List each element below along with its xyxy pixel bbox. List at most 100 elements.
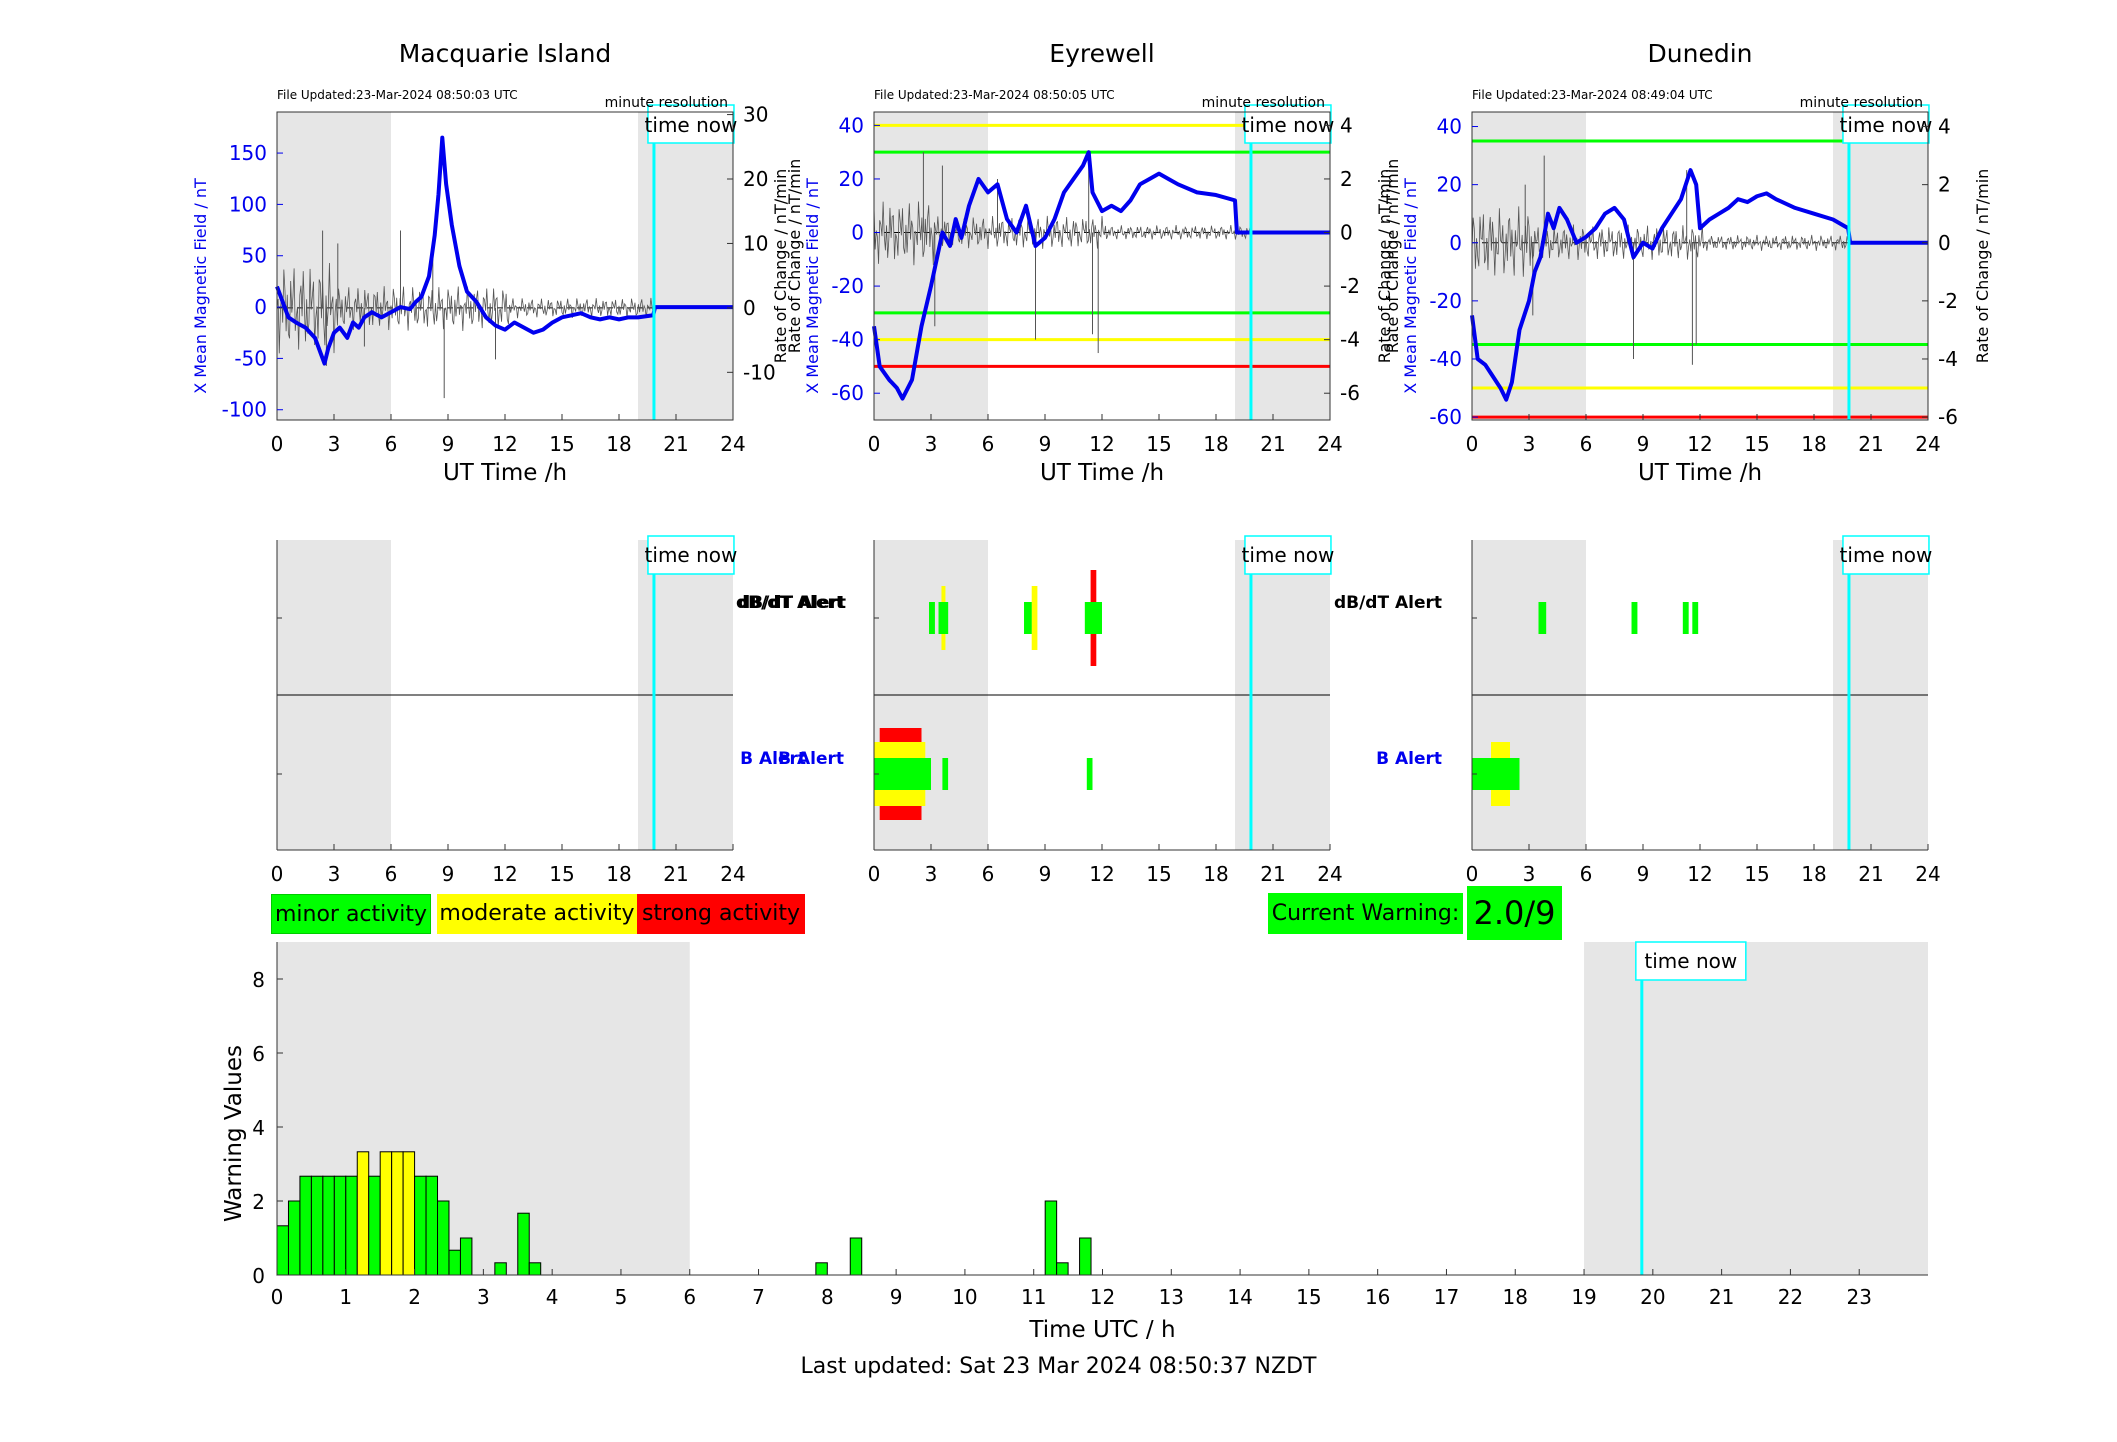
y-tick-label-right: 0 (743, 296, 756, 320)
magnetic-field-trace (275, 135, 733, 366)
y-tick-label-left: -20 (1429, 289, 1462, 313)
y-tick-label-left: -60 (1429, 405, 1462, 429)
y-tick-label-left: -50 (234, 346, 267, 370)
b-alert-label: B Alert (778, 749, 844, 769)
y-tick-label-right: -6 (1340, 381, 1360, 405)
y-tick-label-right: 0 (1340, 221, 1353, 245)
time-now-label: time now (645, 543, 738, 567)
rate-of-change-trace (276, 263, 654, 354)
x-tick-label: 6 (1580, 432, 1593, 456)
last-updated: Last updated: Sat 23 Mar 2024 08:50:37 N… (800, 1354, 1317, 1379)
x-tick-label: 15 (1146, 862, 1171, 886)
warning-bar (815, 1262, 828, 1276)
x-tick-label: 0 (868, 862, 881, 886)
x-tick-label: 18 (606, 432, 631, 456)
x-tick-label: 18 (1801, 432, 1826, 456)
y-tick-label: 8 (252, 968, 265, 992)
y-tick-label-left: 0 (1449, 231, 1462, 255)
x-tick-label: 21 (1260, 432, 1285, 456)
resolution-label: minute resolution (605, 95, 728, 111)
x-tick-label: 3 (1523, 432, 1536, 456)
night-shade (1584, 942, 1928, 1275)
x-tick-label: 8 (821, 1285, 834, 1309)
y-tick-label-left: 50 (242, 244, 267, 268)
x-tick-label: 14 (1227, 1285, 1252, 1309)
y-tick-label-left: 100 (229, 192, 267, 216)
dbdt-alert-label: dB/dT Alert (1334, 593, 1442, 613)
x-tick-label: 20 (1640, 1285, 1665, 1309)
b-alert-mark (1472, 758, 1520, 790)
y-tick-label: 6 (252, 1042, 265, 1066)
x-tick-label: 3 (925, 862, 938, 886)
time-now-box (1244, 535, 1332, 575)
warning-bar (287, 1200, 301, 1276)
y-tick-label-right: 30 (743, 103, 768, 127)
warning-bar (414, 1175, 427, 1276)
x-tick-label: 15 (1296, 1285, 1321, 1309)
y-tick-label-left: -40 (831, 328, 864, 352)
warning-bar (299, 1175, 312, 1276)
legend-moderate-activity: moderate activity (437, 894, 637, 934)
x-tick-label: 5 (615, 1285, 628, 1309)
x-tick-label: 13 (1159, 1285, 1184, 1309)
warning-bar (310, 1175, 324, 1276)
night-shade (1472, 112, 1586, 420)
x-tick-label: 15 (1744, 432, 1769, 456)
x-tick-label: 7 (752, 1285, 765, 1309)
b-alert-mark (1086, 758, 1093, 790)
warning-bar (437, 1200, 450, 1276)
x-tick-label: 15 (549, 862, 574, 886)
x-tick-label: 3 (925, 432, 938, 456)
x-tick-label: 12 (1090, 1285, 1115, 1309)
y-tick-label-left: -100 (222, 398, 267, 422)
night-shade (1235, 112, 1330, 420)
warning-bar (322, 1175, 335, 1276)
magnetic-field-trace (872, 150, 1330, 401)
y-axis-label: Warning Values (221, 1045, 247, 1222)
b-alert-mark (874, 758, 931, 790)
warning-bar (425, 1175, 439, 1276)
x-tick-label: 12 (492, 862, 517, 886)
x-tick-label: 11 (1021, 1285, 1046, 1309)
time-now-box (647, 104, 735, 144)
warning-bar (333, 1175, 347, 1276)
x-tick-label: 24 (720, 432, 745, 456)
x-tick-label: 0 (1466, 432, 1479, 456)
y-axis-right-label: Rate of Change / nT/min (771, 169, 790, 364)
y-tick-label: 0 (252, 1264, 265, 1288)
x-axis-label: UT Time /h (1040, 460, 1164, 486)
y-tick-label-right: -10 (743, 360, 776, 384)
file-updated: File Updated:23-Mar-2024 08:50:03 UTC (277, 88, 518, 102)
x-tick-label: 21 (663, 432, 688, 456)
x-tick-label: 24 (720, 862, 745, 886)
x-tick-label: 10 (952, 1285, 977, 1309)
y-tick-label-left: 0 (254, 295, 267, 319)
night-shade (874, 112, 988, 420)
x-tick-label: 9 (1039, 862, 1052, 886)
dbdt-alert-mark (1024, 602, 1032, 634)
dbdt-alert-label: dB/dT Alert (738, 593, 846, 613)
x-tick-label: 18 (1801, 862, 1826, 886)
y-tick-label-left: -60 (831, 381, 864, 405)
x-tick-label: 6 (982, 862, 995, 886)
y-tick-label-left: 40 (1437, 115, 1462, 139)
x-tick-label: 18 (1503, 1285, 1528, 1309)
x-tick-label: 0 (1466, 862, 1479, 886)
dbdt-alert-mark (1538, 602, 1547, 634)
resolution-label: minute resolution (1202, 95, 1325, 111)
alert-panel-2: time now 0 3 6 9 12 15 18 21 24 dB/dT Alert B Alert (1334, 535, 1941, 886)
x-tick-label: 18 (606, 862, 631, 886)
y-axis-left-label: X Mean Magnetic Field / nT (803, 178, 822, 394)
time-now-label: time now (1242, 113, 1335, 137)
current-warning-value: 2.0/9 (1467, 886, 1562, 940)
b-alert-label: B Alert (740, 749, 806, 769)
legend-strong-activity: strong activity (637, 894, 805, 934)
x-tick-label: 12 (492, 432, 517, 456)
rate-of-change-trace (873, 201, 1251, 266)
time-now-label: time now (1242, 543, 1335, 567)
y-tick-label-right: -4 (1340, 328, 1360, 352)
time-now-box (647, 535, 735, 575)
x-axis-label: UT Time /h (1638, 460, 1762, 486)
